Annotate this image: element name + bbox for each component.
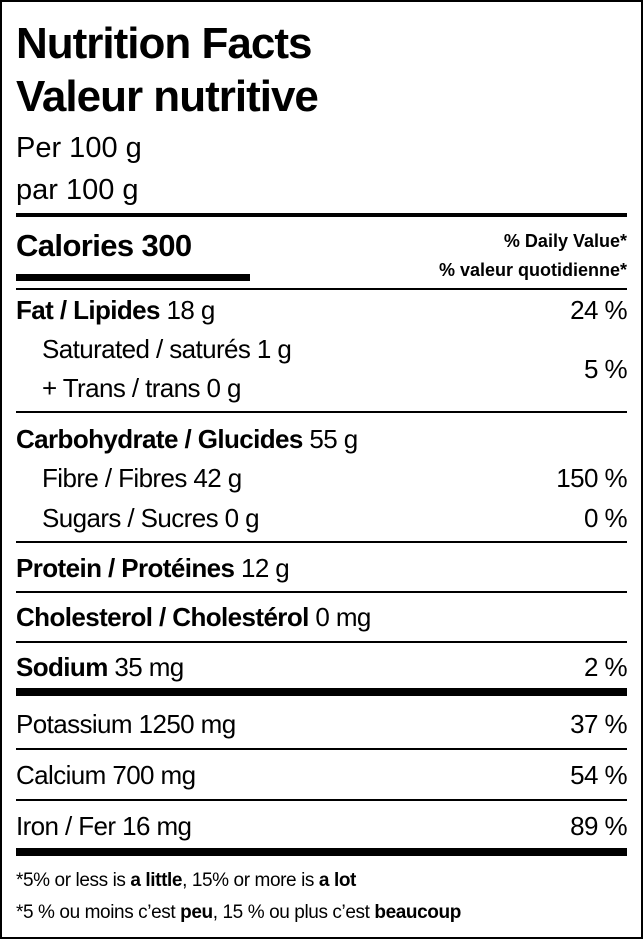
nutrient-name: Cholesterol / Cholestérol (16, 602, 309, 632)
dv: 24 % (570, 295, 627, 325)
dv: 0 % (583, 503, 628, 533)
sub-nutrient: Saturated / saturés 1 g (42, 334, 292, 364)
rule (16, 411, 627, 413)
amount: 0 mg (315, 602, 371, 632)
footnote-text: beaucoup (374, 902, 461, 923)
dv-header: % Daily Value* (503, 231, 627, 251)
rule (16, 799, 627, 801)
rule (16, 213, 627, 217)
nutrient-name: Protein / Protéines (16, 553, 235, 583)
nutrient: Iron / Fer 16 mg (16, 811, 192, 841)
amount: 18 g (166, 295, 216, 325)
nutrient-name: Sodium (16, 652, 108, 682)
nutrient: Protein / Protéines 12 g (16, 553, 290, 583)
nutrient: Sodium 35 mg (16, 654, 184, 680)
dv: 89 % (570, 811, 627, 841)
dv: 5 % (583, 354, 628, 384)
dv-header-fr: % valeur quotidienne* (438, 260, 627, 280)
sub-nutrient: Fibre / Fibres 42 g (42, 463, 242, 493)
rule (16, 591, 627, 593)
dv: 2 % (583, 652, 628, 682)
footnote-text: *5% or less is (16, 870, 131, 891)
dv: 150 % (556, 463, 627, 493)
footnote-text: , 15 % ou plus c’est (212, 902, 375, 923)
title-fr: Valeur nutritive (16, 72, 319, 121)
serving-fr: par 100 g (16, 174, 139, 206)
rule (16, 848, 627, 856)
nutrient: Potassium 1250 mg (16, 709, 236, 739)
footnote: *5% or less is a little, 15% or more is … (16, 871, 356, 890)
nutrient: Cholesterol / Cholestérol 0 mg (16, 604, 371, 630)
rule (16, 641, 627, 643)
footnote-text: a lot (318, 870, 356, 891)
footnote-text: peu (180, 902, 213, 923)
dv: 37 % (570, 709, 627, 739)
calories-bar (16, 274, 250, 281)
serving: Per 100 g (16, 132, 142, 164)
calories: Calories 300 (16, 228, 192, 263)
rule (16, 688, 627, 696)
nutrient-name: Fat / Lipides (16, 295, 160, 325)
footnote-text: *5 % ou moins c’est (16, 902, 181, 923)
rule (16, 288, 627, 290)
footnote: *5 % ou moins c’est peu, 15 % ou plus c’… (16, 903, 461, 922)
amount: 35 mg (114, 652, 184, 682)
rule (16, 541, 627, 543)
rule (16, 748, 627, 750)
dv: 54 % (570, 760, 627, 790)
title: Nutrition Facts (16, 19, 312, 68)
footnote-text: a little (130, 870, 183, 891)
sub-nutrient: Sugars / Sucres 0 g (42, 503, 260, 533)
nutrient: Calcium 700 mg (16, 760, 196, 790)
amount: 12 g (240, 553, 290, 583)
sub-nutrient: + Trans / trans 0 g (42, 373, 241, 403)
nutrient: Carbohydrate / Glucides 55 g (16, 426, 358, 452)
nutrient: Fat / Lipides 18 g (16, 297, 215, 323)
footnote-text: , 15% or more is (182, 870, 319, 891)
amount: 55 g (309, 424, 358, 454)
nutrient-name: Carbohydrate / Glucides (16, 424, 303, 454)
